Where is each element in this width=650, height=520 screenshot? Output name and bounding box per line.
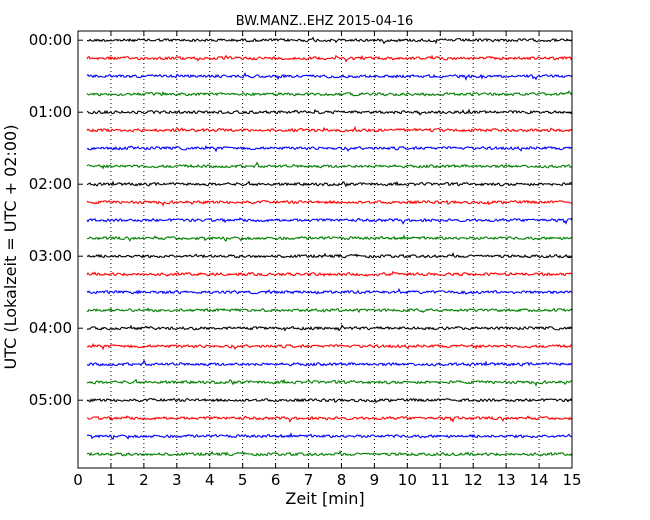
x-tick-label: 6 — [271, 471, 281, 489]
grid-lines — [110, 31, 540, 468]
x-tick-label: 7 — [304, 471, 314, 489]
x-tick-label: 12 — [464, 471, 483, 489]
x-tick-label: 14 — [530, 471, 549, 489]
x-tick-label: 10 — [398, 471, 417, 489]
y-axis-label: UTC (Lokalzeit = UTC + 02:00) — [1, 125, 20, 370]
trace-0300 — [86, 252, 573, 259]
x-tick-label: 5 — [238, 471, 248, 489]
trace-0415 — [86, 342, 573, 351]
x-tick-label: 3 — [172, 471, 182, 489]
trace-0500 — [86, 397, 573, 404]
x-tick-label: 2 — [139, 471, 149, 489]
trace-0315 — [86, 270, 573, 277]
trace-0045 — [86, 90, 573, 97]
x-axis-label: Zeit [min] — [285, 489, 364, 508]
trace-0345 — [86, 307, 573, 314]
y-tick-label: 00:00 — [29, 31, 72, 49]
trace-0515 — [86, 415, 573, 423]
x-tick-label: 8 — [337, 471, 347, 489]
trace-0215 — [86, 199, 573, 207]
y-tick-label: 05:00 — [29, 391, 72, 409]
trace-0030 — [86, 71, 573, 81]
y-tick-label: 03:00 — [29, 247, 72, 265]
trace-0130 — [86, 144, 573, 153]
trace-0245 — [86, 234, 573, 243]
trace-0445 — [86, 378, 573, 387]
trace-0200 — [86, 180, 573, 188]
trace-0400 — [86, 324, 573, 332]
x-tick-label: 11 — [431, 471, 450, 489]
trace-0230 — [86, 217, 573, 225]
chart-title: BW.MANZ..EHZ 2015-04-16 — [236, 14, 414, 29]
plot-frame — [77, 30, 573, 469]
x-tick-label: 9 — [370, 471, 380, 489]
x-tick-labels: 0 1 2 3 4 5 6 7 8 9 10 11 12 13 14 15 — [73, 471, 581, 489]
trace-0000 — [86, 36, 573, 45]
y-tick-label: 02:00 — [29, 175, 72, 193]
x-tick-label: 0 — [73, 471, 83, 489]
trace-0100 — [86, 108, 573, 116]
seismogram-traces — [86, 36, 573, 457]
trace-0115 — [86, 125, 573, 133]
y-tick-label: 04:00 — [29, 319, 72, 337]
x-tick-label: 4 — [205, 471, 215, 489]
x-tick-label: 15 — [562, 471, 581, 489]
trace-0330 — [86, 287, 573, 295]
y-tick-labels: 00:00 01:00 02:00 03:00 04:00 05:00 — [29, 31, 72, 409]
trace-0015 — [86, 54, 573, 63]
y-tick-label: 01:00 — [29, 103, 72, 121]
trace-0430 — [86, 359, 573, 367]
trace-0545 — [86, 450, 573, 457]
x-tick-label: 1 — [106, 471, 116, 489]
trace-0530 — [86, 432, 573, 441]
x-tick-label: 13 — [497, 471, 516, 489]
axis-ticks — [77, 31, 573, 468]
trace-0145 — [86, 161, 573, 170]
